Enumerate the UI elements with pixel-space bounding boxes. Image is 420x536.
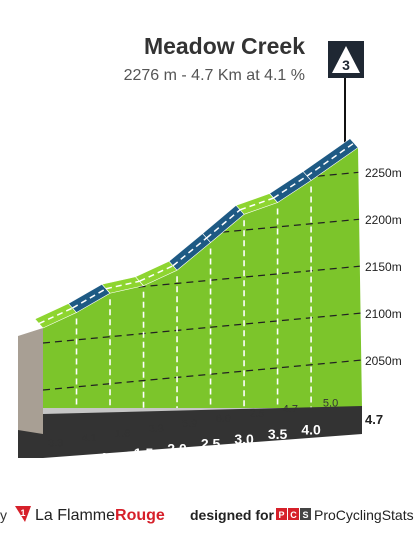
gradient-label: 5.9 — [182, 418, 197, 430]
road-segments — [34, 138, 359, 329]
km-label: 2.0 — [167, 440, 187, 456]
gradient-label: 1.6 — [115, 428, 130, 440]
gradient-label: 3.3 — [48, 438, 63, 450]
km-end-label: 4.7 — [365, 412, 383, 427]
road-center-line — [38, 307, 73, 325]
mountain-category-icon — [332, 46, 360, 73]
pcs-letter-c: C — [290, 510, 297, 520]
category-badge: 3 — [328, 41, 364, 78]
gradient-label: 3.3 — [149, 423, 164, 435]
km-label: 1.5 — [134, 445, 154, 461]
road-center-line — [206, 209, 241, 239]
y-tick-labels: 2050m 2100m 2150m 2200m 2250m — [365, 166, 402, 368]
grid-line — [43, 359, 362, 391]
km-label: 2.5 — [201, 436, 221, 452]
gradient-labels: 3.3 4.1 1.6 3.3 5.9 6.0 2.5 4.7 5.0 — [48, 397, 338, 449]
chart-subtitle: 2276 m - 4.7 Km at 4.1 % — [124, 67, 305, 84]
base-strip: 4.7 — [18, 406, 383, 458]
gradient-label: 2.5 — [249, 408, 264, 420]
grid-line — [43, 312, 362, 344]
side-wall-face — [18, 328, 43, 458]
pcs-name: ProCyclingStats — [314, 507, 414, 523]
y-tick-label: 2200m — [365, 213, 402, 227]
brand-second: Rouge — [115, 507, 165, 524]
footer: y 1 La FlammeRouge designed for P C S Pr… — [0, 506, 414, 524]
pcs-letter-p: P — [278, 510, 284, 520]
pcs-box-c — [288, 508, 299, 520]
base-strip-left — [18, 430, 43, 458]
y-tick-label: 2100m — [365, 307, 402, 321]
road-center-line — [172, 237, 208, 267]
km-label: 3.5 — [268, 426, 288, 442]
km-label: 1.0 — [100, 450, 120, 466]
flag-number: 1 — [20, 508, 25, 518]
gradient-label: 6.0 — [216, 413, 231, 425]
road-center-line — [72, 288, 107, 309]
gradient-label: 4.1 — [82, 433, 97, 445]
brand-name: La FlammeRouge — [35, 507, 165, 524]
profile-area — [43, 147, 362, 408]
brand-first: La Flamme — [35, 507, 115, 524]
pcs-logo: P C S ProCyclingStats — [276, 507, 414, 523]
la-flamme-rouge-logo: 1 La FlammeRouge — [15, 506, 165, 524]
profile-fill-area — [43, 147, 362, 408]
road-center-line — [239, 197, 274, 211]
gradient-label: 4.7 — [283, 403, 298, 415]
gradient-label: 5.0 — [323, 397, 338, 409]
pcs-box-p — [276, 508, 287, 520]
y-tick-label: 2050m — [365, 354, 402, 368]
y-tick-label: 2250m — [365, 166, 402, 180]
category-badge-number: 3 — [342, 57, 350, 73]
road-center-line — [139, 265, 174, 282]
km-label: 4.0 — [301, 422, 321, 438]
road-center-line — [273, 175, 308, 199]
road-center-line — [105, 280, 140, 290]
km-divider-lines — [75, 186, 312, 408]
footer-left-text: y — [0, 507, 7, 523]
chart-title: Meadow Creek — [144, 33, 305, 59]
y-tick-label: 2150m — [365, 260, 402, 274]
pcs-letter-s: S — [302, 510, 308, 520]
km-label: 0.5 — [67, 454, 87, 470]
base-strip-slant — [43, 406, 362, 458]
flamme-rouge-flag-icon — [15, 506, 31, 522]
designed-for-text: designed for — [190, 507, 275, 523]
profile-side-wall — [18, 328, 43, 458]
pcs-box-s — [300, 508, 311, 520]
km-labels: 0.5 1.0 1.5 2.0 2.5 3.0 3.5 4.0 — [67, 422, 321, 471]
km-label: 3.0 — [234, 431, 254, 447]
